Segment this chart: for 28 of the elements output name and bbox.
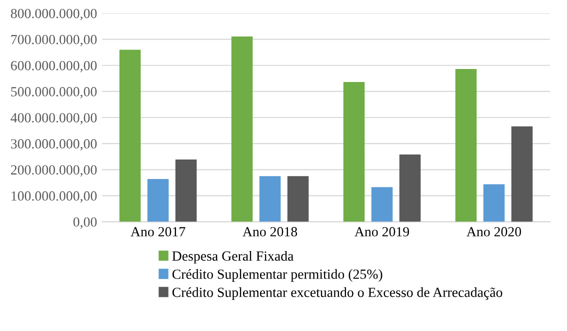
bar — [259, 176, 281, 222]
bar — [147, 179, 169, 222]
y-tick-label: 0,00 — [73, 217, 97, 229]
bar — [399, 154, 421, 222]
bar — [343, 82, 365, 222]
x-tick-label: Ano 2017 — [130, 227, 186, 236]
legend-label: Despesa Geral Fixada — [172, 250, 294, 264]
x-tick-label: Ano 2019 — [354, 227, 410, 236]
y-tick-label: 100.000.000,00 — [12, 191, 97, 203]
y-tick-label: 800.000.000,00 — [10, 8, 97, 20]
bar — [371, 187, 393, 222]
y-tick-label: 600.000.000,00 — [10, 60, 97, 72]
bar — [455, 69, 477, 222]
bar — [511, 126, 533, 222]
y-tick-label: 400.000.000,00 — [10, 113, 97, 124]
x-tick-label: Ano 2020 — [466, 227, 522, 236]
legend-label: Crédito Suplementar excetuando o Excesso de Arrecadação — [172, 287, 502, 300]
bar — [287, 176, 309, 222]
y-tick-label: 700.000.000,00 — [11, 34, 97, 46]
bar — [483, 184, 505, 222]
y-tick-label: 500.000.000,00 — [11, 87, 97, 98]
y-tick-label: 300.000.000,00 — [11, 139, 97, 151]
bar — [175, 159, 197, 222]
y-tick-label: 200.000.000,00 — [11, 165, 97, 177]
x-tick-label: Ano 2018 — [242, 227, 298, 236]
bar — [119, 50, 141, 222]
bar — [231, 36, 253, 222]
legend-label: Crédito Suplementar permitido (25%) — [172, 269, 382, 282]
